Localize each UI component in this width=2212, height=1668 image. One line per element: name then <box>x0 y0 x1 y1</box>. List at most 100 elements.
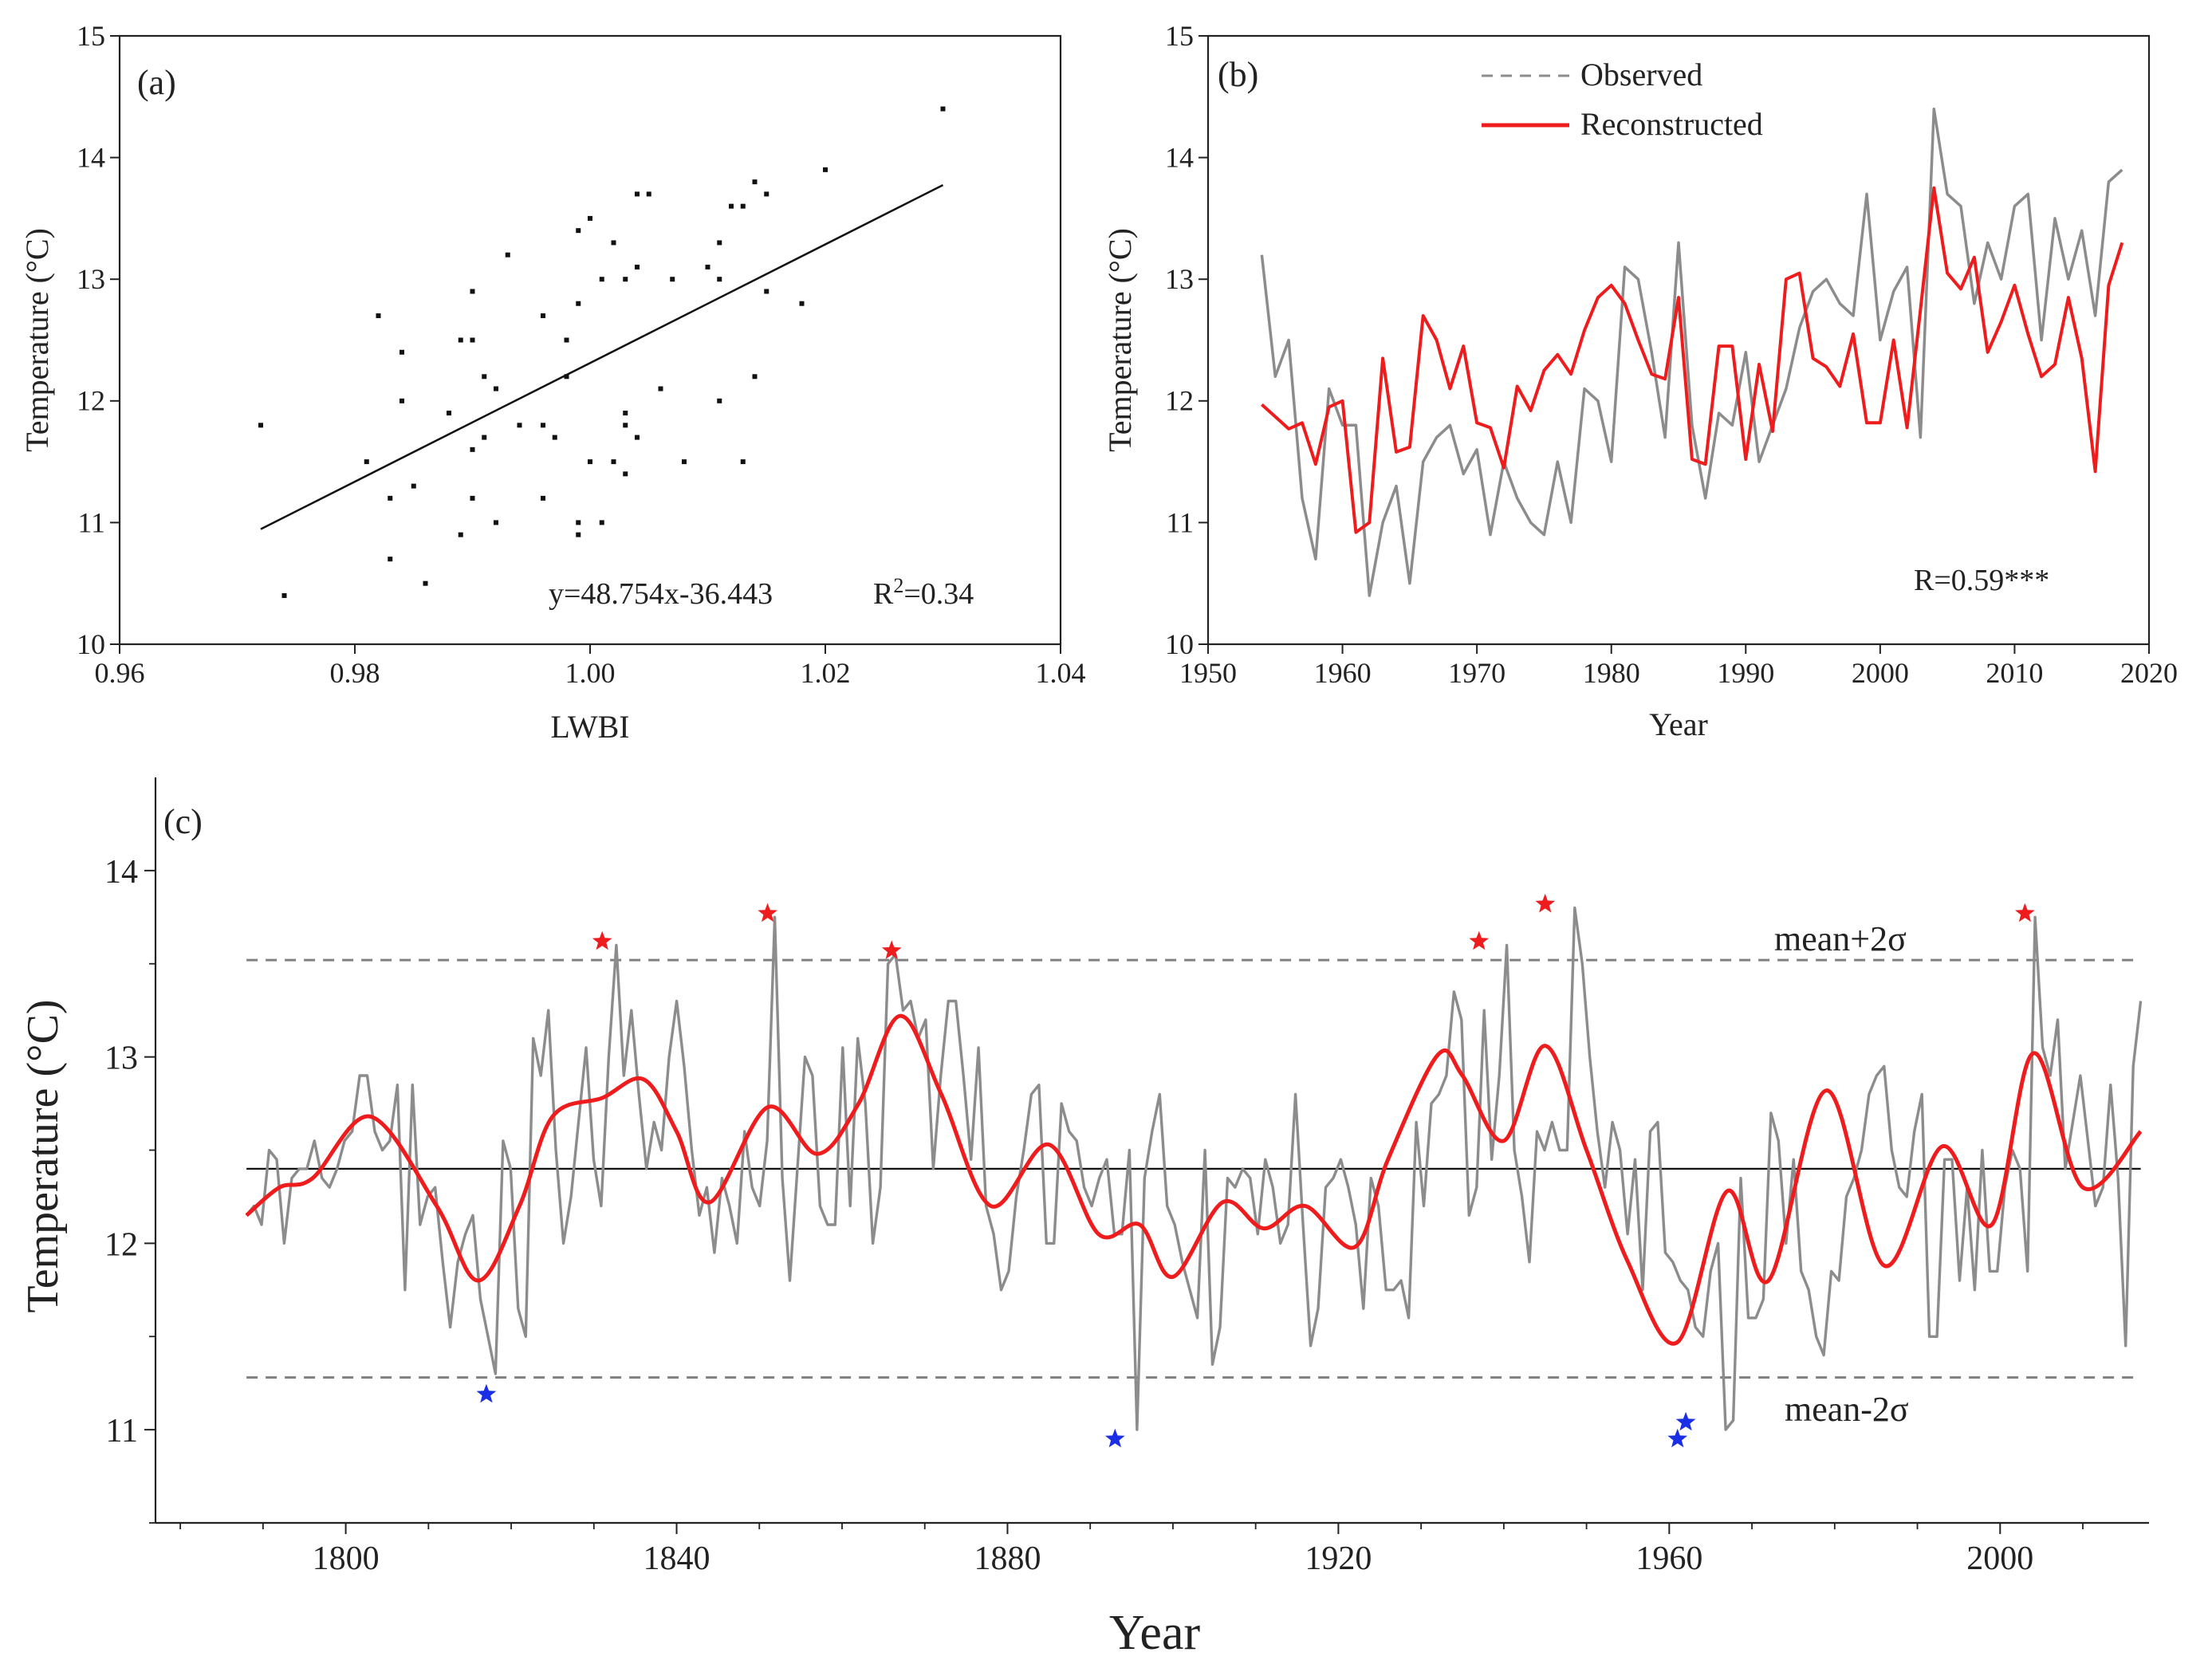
scatter-point <box>258 423 263 428</box>
scatter-point <box>717 277 722 282</box>
y-tick-label: 11 <box>1166 506 1194 538</box>
y-axis-title: Temperature (°C) <box>1102 228 1138 452</box>
scatter-point <box>541 423 545 428</box>
regression-line <box>260 183 944 530</box>
x-tick-label: 1.02 <box>801 657 851 689</box>
cold-extreme-star-marker <box>1667 1428 1688 1448</box>
scatter-point <box>411 483 416 489</box>
legend-observed-label: Observed <box>1580 57 1702 92</box>
reconstructed-series-line <box>1261 186 2124 534</box>
scatter-point <box>552 435 557 440</box>
scatter-point <box>588 459 592 465</box>
warm-extreme-star-marker <box>758 903 777 923</box>
scatter-point <box>799 301 805 306</box>
scatter-point <box>458 337 463 343</box>
scatter-point <box>635 191 640 197</box>
cold-extreme-star-marker <box>476 1383 497 1403</box>
warm-extreme-star-marker <box>1469 930 1490 950</box>
x-tick-label: 1980 <box>1583 657 1640 689</box>
scatter-point <box>623 471 628 477</box>
x-tick-label: 1880 <box>974 1540 1041 1577</box>
scatter-point <box>740 203 746 209</box>
scatter-point <box>470 447 475 452</box>
legend-reconstructed-label: Reconstructed <box>1580 106 1763 142</box>
y-axis-title: Temperature (°C) <box>18 999 68 1312</box>
y-tick-label: 13 <box>1165 263 1194 295</box>
scatter-point <box>423 580 428 586</box>
y-tick-label: 12 <box>1165 385 1194 417</box>
scatter-point <box>588 215 592 221</box>
scatter-point <box>752 179 758 185</box>
scatter-point <box>281 592 287 598</box>
y-tick-label: 15 <box>1165 20 1194 52</box>
scatter-point <box>635 435 640 440</box>
x-tick-label: 0.96 <box>95 657 145 689</box>
scatter-point <box>494 386 498 391</box>
scatter-point <box>658 386 663 391</box>
x-tick-label: 2000 <box>1966 1540 2033 1577</box>
warm-extreme-star-marker <box>592 930 612 950</box>
scatter-point <box>729 203 734 209</box>
warm-extreme-star-marker <box>881 940 902 959</box>
warm-extreme-star-marker <box>1535 893 1556 913</box>
panel-c-long-reconstruction: 1800 1840 1880 1920 1960 2000 11 12 13 14 (c) Year T… <box>18 777 2149 1660</box>
scatter-point <box>470 337 475 343</box>
y-axis-title: Temperature (°C) <box>19 228 55 452</box>
panel-a-scatter: 0.96 0.98 1.00 1.02 1.04 10 11 12 13 14 15 (a) LWBI T… <box>19 20 1086 745</box>
y-tick-label: 12 <box>104 1226 138 1263</box>
scatter-point <box>541 313 545 318</box>
regression-equation: y=48.754x-36.443 <box>549 577 773 611</box>
panel-label: (b) <box>1218 55 1258 94</box>
scatter-point <box>611 240 616 246</box>
scatter-point <box>470 495 475 501</box>
lower-threshold-label: mean-2σ <box>1785 1390 1909 1429</box>
scatter-point <box>740 459 746 465</box>
scatter-point <box>611 459 616 465</box>
scatter-point <box>752 374 758 380</box>
correlation-annotation: R=0.59*** <box>1914 564 2049 597</box>
scatter-point <box>682 459 687 465</box>
plot-frame <box>1206 34 2151 646</box>
plot-frame <box>118 34 1062 646</box>
scatter-point <box>564 374 569 380</box>
x-tick-label: 2010 <box>1986 657 2043 689</box>
smoothed-series-line <box>245 1013 2143 1346</box>
x-tick-label: 1.04 <box>1036 657 1086 689</box>
panel-label: (a) <box>137 63 176 102</box>
panel-label: (c) <box>163 802 203 841</box>
y-tick-label: 13 <box>77 263 105 295</box>
r-squared-superscript: 2 <box>893 574 903 597</box>
scatter-point <box>494 520 498 525</box>
scatter-point <box>399 398 404 403</box>
scatter-point <box>940 106 946 112</box>
scatter-point <box>376 313 381 318</box>
scatter-point <box>646 191 651 197</box>
x-tick-label: 1970 <box>1448 657 1505 689</box>
y-tick-label: 14 <box>104 854 138 891</box>
annual-series-line <box>245 906 2143 1431</box>
cold-extreme-star-marker <box>1105 1428 1125 1448</box>
scatter-point <box>599 520 604 525</box>
scatter-point <box>482 374 487 380</box>
scatter-point <box>388 495 393 501</box>
scatter-point <box>623 411 628 416</box>
scatter-point <box>705 264 710 269</box>
x-tick-label: 1920 <box>1305 1540 1372 1577</box>
x-tick-label: 1800 <box>313 1540 380 1577</box>
x-tick-label: 1.00 <box>565 657 616 689</box>
x-tick-label: 1960 <box>1635 1540 1702 1577</box>
x-tick-label: 1990 <box>1717 657 1774 689</box>
scatter-point <box>623 423 628 428</box>
scatter-point <box>717 240 722 246</box>
r-squared-value: =0.34 <box>903 577 974 611</box>
scatter-point <box>576 301 581 306</box>
x-tick-label: 2020 <box>2120 657 2178 689</box>
scatter-point <box>470 289 475 294</box>
y-tick-label: 14 <box>77 141 105 173</box>
scatter-point <box>505 252 510 258</box>
scatter-point <box>564 337 569 343</box>
x-axis-title: LWBI <box>550 709 629 745</box>
x-tick-label: 1960 <box>1314 657 1372 689</box>
scatter-point <box>576 532 581 537</box>
